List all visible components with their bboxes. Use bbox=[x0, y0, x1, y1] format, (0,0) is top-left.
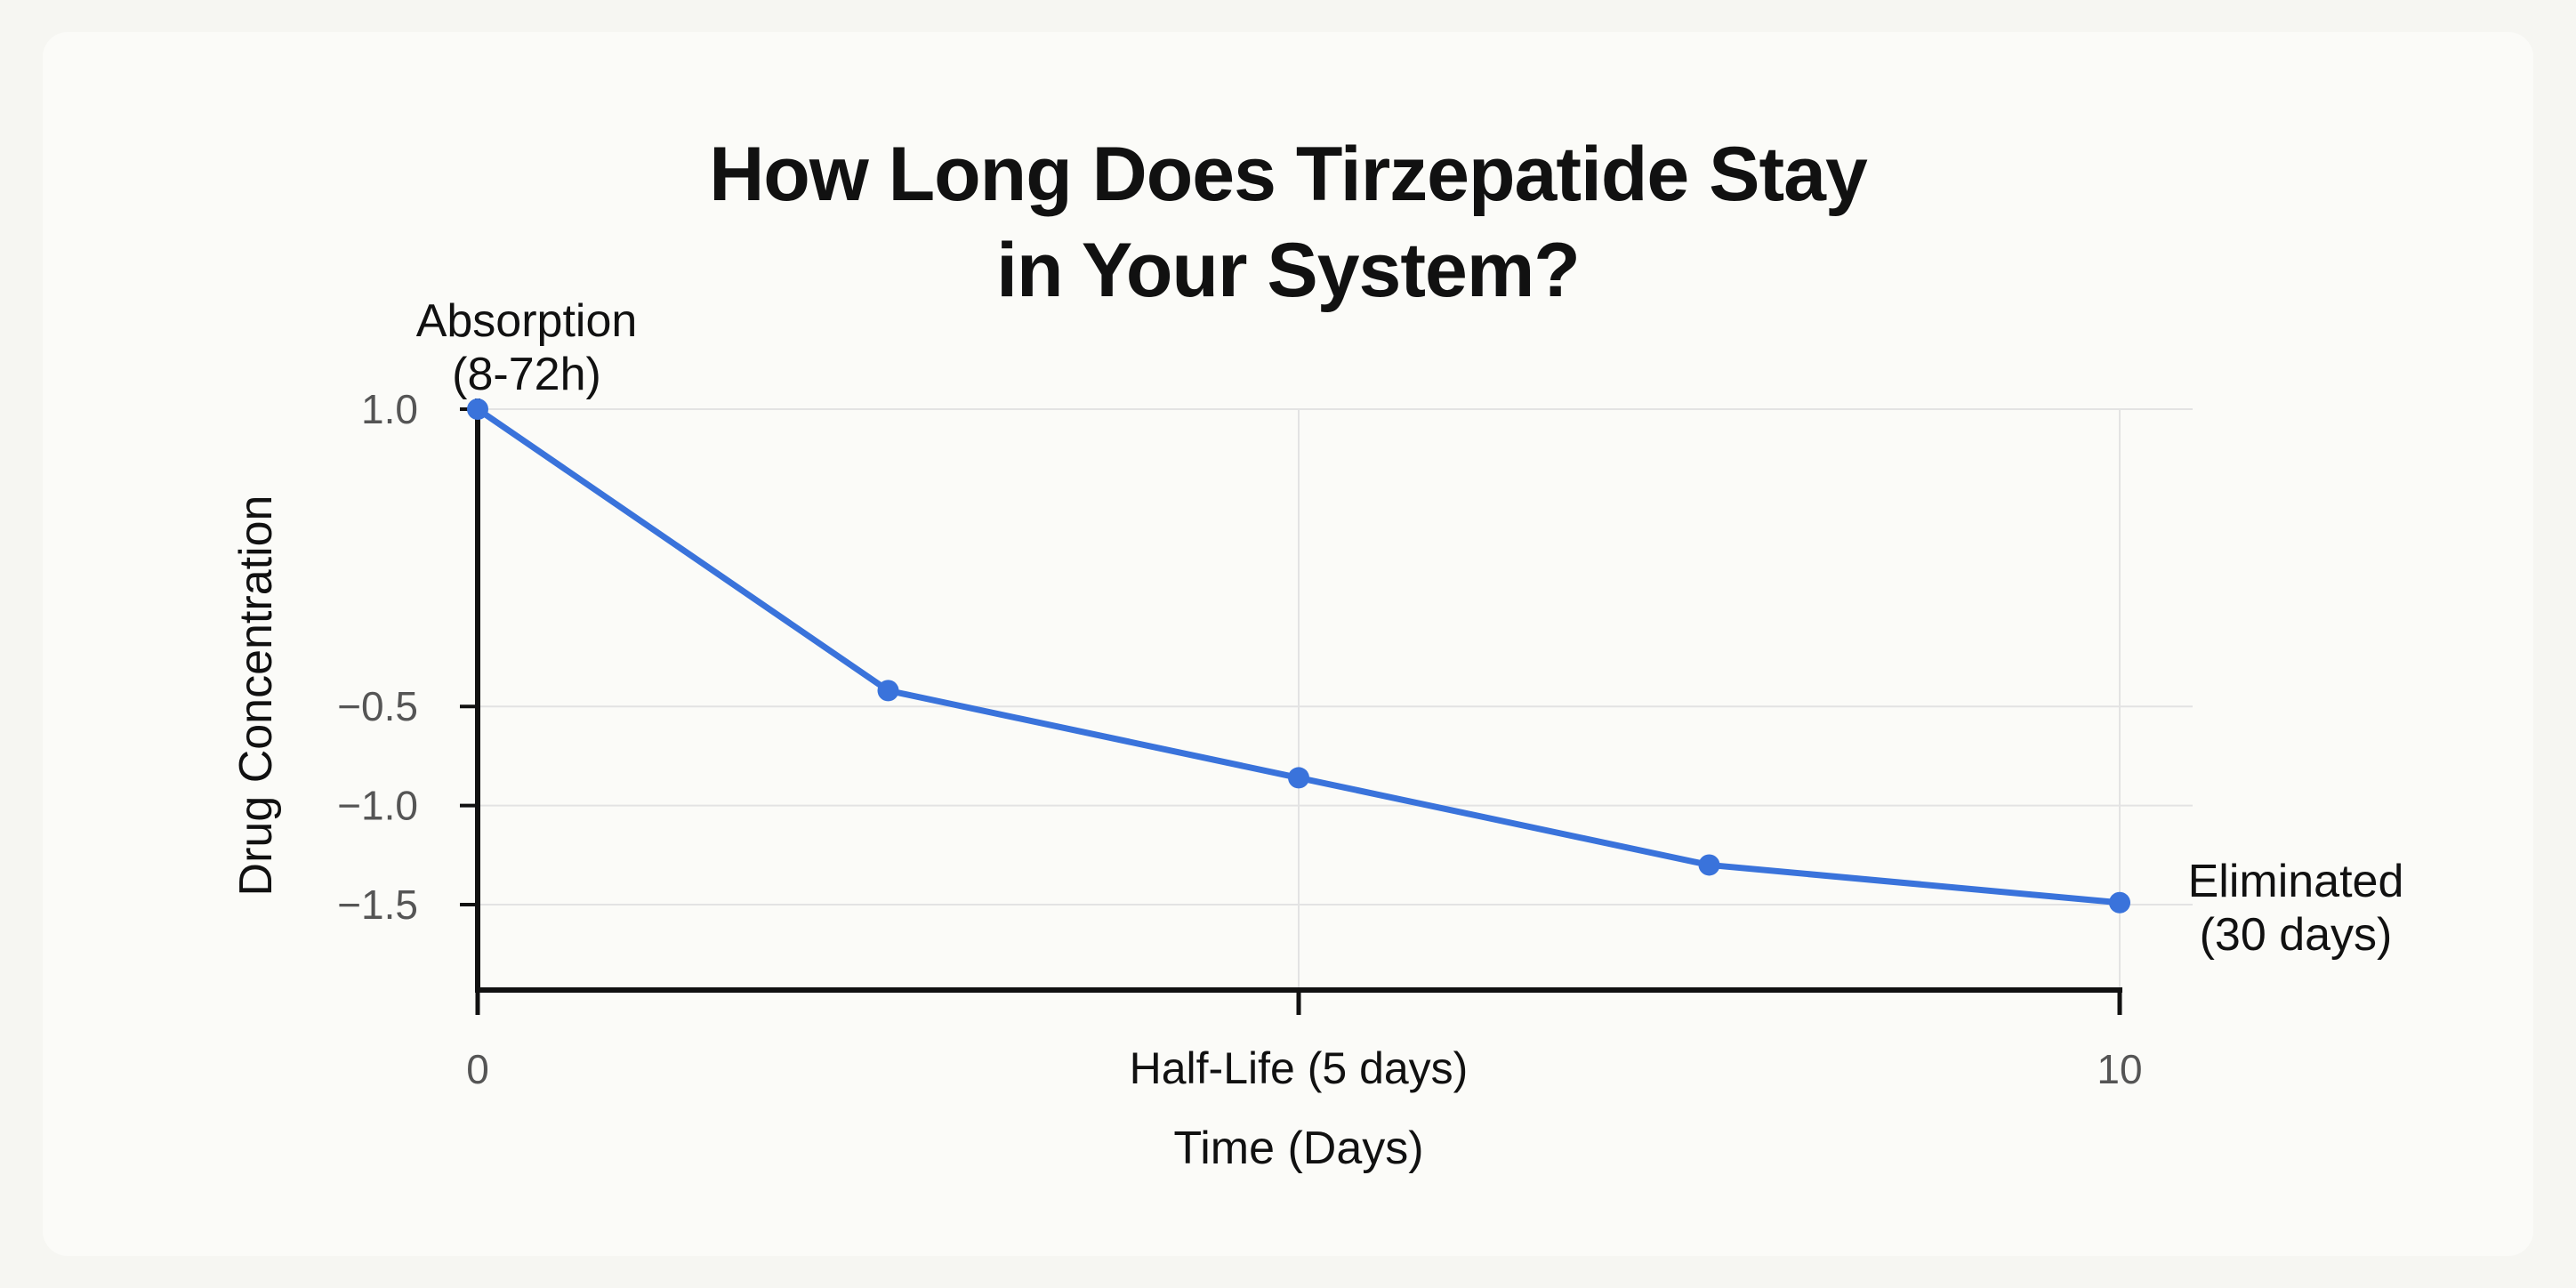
annotation-1: Eliminated(30 days) bbox=[2188, 856, 2404, 961]
x-tick-label-1: Half-Life (5 days) bbox=[1130, 1043, 1469, 1093]
chart-card bbox=[43, 32, 2533, 1256]
y-tick-label-2: −1.0 bbox=[337, 783, 418, 829]
annotation-0: Absorption(8-72h) bbox=[416, 295, 638, 400]
x-tick-label-0: 0 bbox=[466, 1046, 489, 1092]
annotation-0-line-0: Absorption bbox=[416, 295, 638, 347]
data-point-3 bbox=[1698, 854, 1720, 876]
y-tick-label-3: −1.5 bbox=[337, 881, 418, 928]
tick-labels: 1.0 −0.5 −1.0 −1.5 0 Half-Life (5 days) 10 bbox=[337, 386, 2142, 1093]
data-point-4 bbox=[2109, 891, 2130, 914]
annotation-1-line-1: (30 days) bbox=[2200, 909, 2393, 961]
annotations: Absorption(8-72h) Eliminated(30 days) bbox=[416, 295, 2404, 961]
chart-title: How Long Does Tirzepatide Stay in Your S… bbox=[0, 126, 2576, 318]
x-axis-title: Time (Days) bbox=[1173, 1123, 1423, 1174]
series-layer bbox=[467, 398, 2130, 914]
chart-title-line-2: in Your System? bbox=[996, 228, 1581, 313]
gridlines bbox=[478, 408, 2193, 990]
y-tick-label-0: 1.0 bbox=[361, 386, 418, 432]
x-tick-label-2: 10 bbox=[2097, 1046, 2142, 1092]
data-point-1 bbox=[877, 680, 899, 702]
y-tick-label-1: −0.5 bbox=[337, 683, 418, 729]
data-point-2 bbox=[1288, 767, 1309, 789]
annotation-1-line-0: Eliminated bbox=[2188, 856, 2404, 907]
y-axis-title: Drug Concentration bbox=[230, 495, 282, 897]
data-point-0 bbox=[467, 398, 488, 420]
chart-title-line-1: How Long Does Tirzepatide Stay bbox=[709, 132, 1868, 217]
annotation-0-line-1: (8-72h) bbox=[452, 349, 601, 400]
